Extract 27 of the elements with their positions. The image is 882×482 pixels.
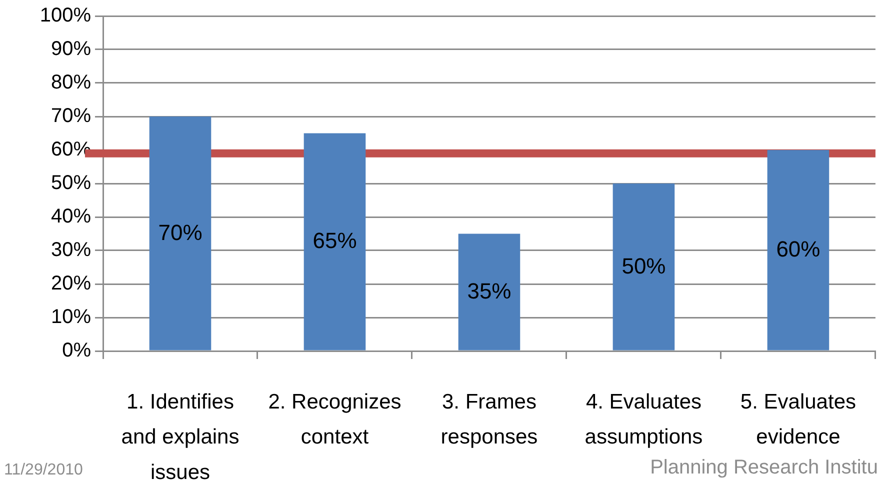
y-tick-label: 0% xyxy=(62,340,92,362)
y-tick-label: 80% xyxy=(50,72,92,94)
x-tick-label: 1. Identifies and explains issues xyxy=(121,390,240,482)
bar xyxy=(458,234,520,350)
text: Planning Research Institu xyxy=(650,456,878,479)
y-tick-label: 90% xyxy=(50,38,92,60)
y-tick-label: 10% xyxy=(50,306,92,328)
x-tick-label: 4. Evaluates assumptions xyxy=(584,390,703,449)
bar xyxy=(149,116,212,350)
y-tick-label: 30% xyxy=(50,239,92,262)
x-tick-label: 2. Recognizes context xyxy=(268,390,402,449)
data-label: 65% xyxy=(312,228,357,254)
y-tick-label: 100% xyxy=(40,4,92,27)
data-label: 50% xyxy=(622,253,666,278)
y-tick-label: 20% xyxy=(50,272,92,295)
text: 11/29/2010 xyxy=(4,461,83,478)
x-tick-label: 3. Frames responses xyxy=(440,390,538,449)
bar xyxy=(612,184,675,350)
y-tick-label: 50% xyxy=(50,172,92,194)
data-label: 35% xyxy=(467,278,512,304)
data-label: 60% xyxy=(776,236,820,262)
y-tick-label: 70% xyxy=(50,105,92,128)
x-tick-label: 5. Evaluates evidence xyxy=(740,390,856,449)
data-label: 70% xyxy=(158,220,202,245)
y-tick-label: 40% xyxy=(50,206,92,228)
bar xyxy=(767,150,830,350)
bar xyxy=(304,133,366,350)
